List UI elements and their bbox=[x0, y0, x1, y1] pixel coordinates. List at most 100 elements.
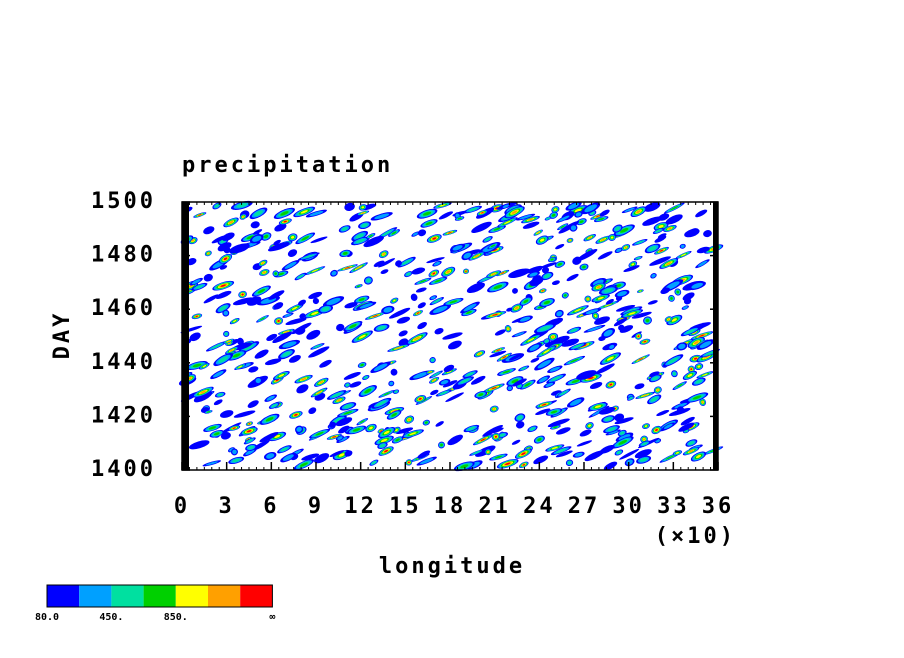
field-blob bbox=[274, 223, 287, 232]
field-blob bbox=[489, 405, 499, 413]
colorbar-swatch bbox=[143, 585, 176, 607]
field-blob bbox=[568, 342, 587, 351]
field-level bbox=[295, 327, 306, 335]
field-level bbox=[670, 297, 673, 300]
x-multiplier: (×10) bbox=[655, 524, 736, 549]
field-level bbox=[547, 418, 570, 428]
field-level bbox=[554, 208, 557, 211]
field-blob bbox=[518, 461, 529, 469]
field-blob bbox=[344, 450, 353, 457]
field-blob bbox=[616, 316, 627, 322]
field-level bbox=[682, 292, 695, 301]
field-blob bbox=[293, 206, 316, 218]
field-blob bbox=[565, 459, 574, 467]
field-blob bbox=[215, 290, 232, 299]
field-blob bbox=[472, 434, 494, 446]
field-blob bbox=[694, 363, 704, 371]
field-blob bbox=[371, 397, 392, 409]
field-level bbox=[561, 338, 580, 347]
field-blob bbox=[628, 261, 638, 268]
x-tick-label: 33 bbox=[657, 494, 690, 519]
field-blob bbox=[273, 239, 281, 246]
field-level bbox=[233, 410, 256, 418]
field-level bbox=[474, 254, 480, 258]
x-axis-label: longitude bbox=[379, 554, 525, 579]
field-blob bbox=[630, 206, 647, 217]
field-level bbox=[575, 212, 582, 217]
field-level bbox=[693, 341, 699, 345]
field-blob bbox=[544, 216, 552, 221]
field-blob bbox=[496, 458, 519, 469]
field-level bbox=[615, 304, 636, 312]
field-blob bbox=[215, 303, 231, 314]
field-blob bbox=[514, 413, 526, 422]
field-blob bbox=[413, 310, 423, 317]
field-blob bbox=[516, 213, 536, 221]
field-level bbox=[493, 227, 501, 231]
field-blob bbox=[547, 332, 559, 341]
field-level bbox=[338, 425, 350, 434]
field-level bbox=[189, 332, 201, 342]
field-blob bbox=[249, 207, 268, 220]
field-level bbox=[411, 267, 426, 275]
field-level bbox=[438, 211, 454, 220]
field-level bbox=[665, 281, 680, 290]
field-level bbox=[614, 417, 634, 425]
field-blob bbox=[682, 447, 700, 456]
field-level bbox=[533, 455, 549, 465]
field-level bbox=[310, 236, 328, 244]
field-level bbox=[634, 383, 645, 390]
field-blob bbox=[583, 234, 596, 242]
field-level bbox=[262, 271, 266, 274]
field-level bbox=[629, 397, 633, 400]
field-blob bbox=[551, 280, 560, 286]
field-blob bbox=[647, 394, 662, 405]
field-blob bbox=[430, 389, 439, 396]
field-level bbox=[490, 244, 496, 248]
field-blob bbox=[572, 256, 582, 265]
field-level bbox=[609, 383, 613, 386]
field-blob bbox=[337, 408, 359, 417]
field-level bbox=[524, 382, 531, 387]
field-level bbox=[538, 376, 548, 383]
field-level bbox=[242, 215, 245, 218]
field-level bbox=[395, 438, 400, 442]
field-blob bbox=[687, 365, 695, 373]
field-level bbox=[647, 300, 658, 305]
field-level bbox=[503, 220, 511, 225]
field-level bbox=[655, 229, 662, 233]
field-level bbox=[233, 320, 237, 323]
field-blob bbox=[497, 368, 516, 376]
field-level bbox=[519, 316, 531, 322]
field-level bbox=[550, 258, 554, 261]
field-blob bbox=[252, 229, 263, 235]
field-level bbox=[596, 285, 601, 289]
field-level bbox=[232, 353, 241, 358]
field-blob bbox=[483, 383, 505, 393]
field-blob bbox=[525, 265, 543, 274]
field-level bbox=[501, 272, 505, 274]
field-level bbox=[440, 380, 449, 385]
field-level bbox=[191, 279, 201, 285]
field-blob bbox=[337, 264, 358, 272]
field-blob bbox=[234, 363, 247, 370]
field-level bbox=[408, 461, 410, 464]
field-level bbox=[191, 239, 195, 242]
field-blob bbox=[294, 272, 307, 281]
field-blob bbox=[239, 213, 247, 220]
field-level bbox=[430, 389, 439, 396]
field-level bbox=[299, 462, 308, 467]
field-blob bbox=[614, 289, 630, 298]
field-level bbox=[221, 232, 235, 241]
field-blob bbox=[223, 217, 239, 228]
field-level bbox=[361, 206, 365, 209]
field-blob bbox=[613, 224, 635, 237]
field-blob bbox=[228, 456, 245, 465]
field-level bbox=[556, 448, 567, 453]
field-level bbox=[697, 365, 701, 368]
field-level bbox=[586, 298, 589, 300]
field-blob bbox=[634, 449, 652, 459]
colorbar-swatch bbox=[111, 585, 144, 607]
field-level bbox=[638, 358, 643, 361]
field-blob bbox=[527, 425, 538, 433]
